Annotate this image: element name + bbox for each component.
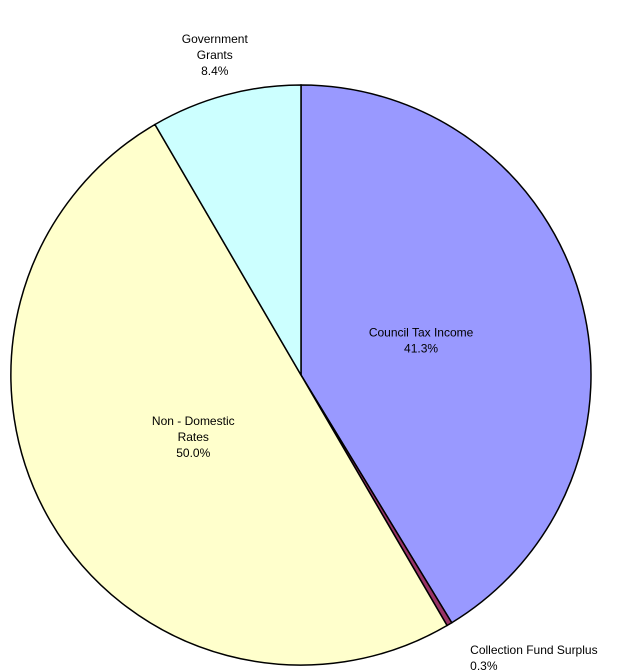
value-label: 0.3% bbox=[470, 659, 498, 670]
slice-label: Government Grants bbox=[182, 32, 249, 62]
value-label: 50.0% bbox=[176, 446, 210, 460]
pie-slice bbox=[300, 84, 592, 624]
slice-label: Council Tax Income bbox=[369, 326, 474, 340]
slice-label: Collection Fund Surplus bbox=[470, 643, 597, 657]
value-label: 8.4% bbox=[201, 64, 229, 78]
pie-slice bbox=[10, 123, 449, 666]
slice-label: Non - Domestic Rates bbox=[152, 414, 235, 444]
value-label: 41.3% bbox=[404, 342, 438, 356]
pie-slice bbox=[153, 84, 302, 378]
